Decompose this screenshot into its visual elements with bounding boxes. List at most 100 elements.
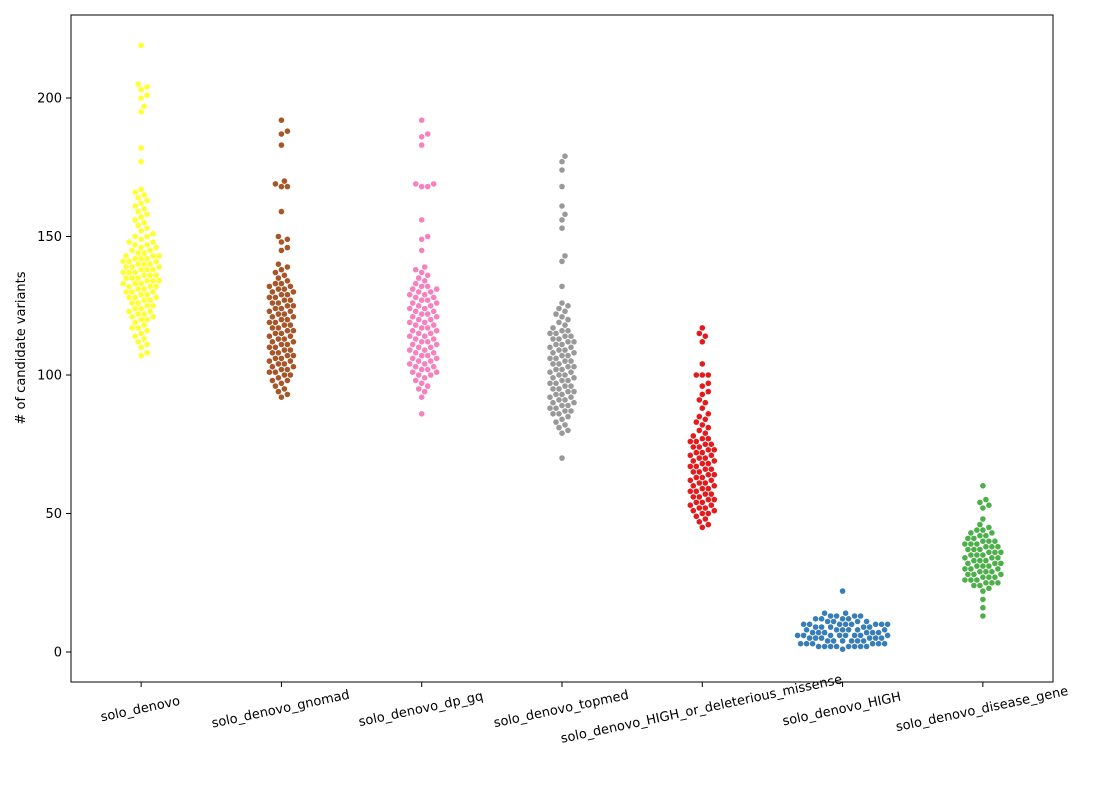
data-point [132,217,138,223]
data-point [138,145,144,151]
data-point [266,294,273,301]
data-point [418,366,425,373]
data-point [141,322,147,328]
data-point [857,613,864,619]
data-point [278,316,285,323]
data-point [132,269,138,276]
data-point [971,582,977,589]
data-point [284,291,291,298]
data-point [550,325,556,331]
data-point [412,280,419,287]
data-point [818,624,825,630]
data-point [153,244,159,251]
data-point [147,297,153,304]
data-point [412,363,419,370]
data-point [980,516,986,522]
data-point [275,325,282,331]
data-point [144,255,150,262]
data-point [977,499,983,506]
data-point [418,380,425,387]
data-point [424,339,431,345]
data-point [150,303,156,309]
data-point [968,552,974,558]
data-point [968,566,974,572]
x-tick-label: solo_denovo_disease_gene [895,684,1070,735]
data-point [153,283,159,290]
x-axis: solo_denovo solo_denovo_gnomad solo_denovo… [99,672,1069,746]
data-point [974,541,980,547]
data-point [968,541,974,547]
data-point [412,336,419,342]
data-point [568,394,574,401]
data-point [986,524,992,531]
data-point [998,560,1004,567]
data-point [842,621,849,628]
data-point [132,294,138,301]
data-point [287,333,294,340]
data-point [418,339,425,345]
data-point [278,394,285,401]
data-point [839,627,846,633]
data-point [565,377,571,384]
data-point [281,361,288,367]
data-point [699,460,706,467]
data-point [702,399,709,406]
data-point [848,638,855,644]
data-point [284,244,291,251]
data-point [556,424,562,431]
data-point [275,388,282,395]
data-point [132,203,138,209]
data-point [851,643,858,650]
data-point [806,635,813,641]
data-point [141,286,147,292]
data-point [135,222,141,229]
data-point [147,247,153,254]
data-point [965,535,971,542]
data-point [141,219,147,226]
data-point [690,458,697,464]
data-point [153,294,159,301]
data-point [974,577,980,583]
data-point [842,610,849,616]
data-point [415,289,422,295]
data-point [696,444,703,450]
data-point [138,109,144,115]
data-point [980,574,986,580]
data-point [845,616,852,622]
data-point [553,380,559,387]
data-point [881,640,888,647]
data-point [415,316,422,323]
data-point [983,496,989,503]
data-point [138,344,144,351]
data-point [992,574,998,580]
data-point [412,350,419,356]
data-point [845,627,852,633]
data-point [986,574,992,580]
data-point [415,372,422,378]
data-point [129,314,135,320]
data-point [284,128,291,134]
data-point [699,524,706,531]
data-point [702,480,709,486]
data-point [415,344,422,351]
data-point [690,433,697,439]
data-point [144,291,150,298]
data-point [998,549,1004,556]
data-point [977,521,983,528]
data-point [406,361,413,367]
data-point [562,333,568,340]
data-point [986,549,992,556]
data-point [995,555,1001,561]
data-point [687,488,694,495]
data-point [275,336,282,342]
data-point [562,322,568,328]
data-point [284,316,291,323]
data-point [821,629,828,636]
data-point [824,638,831,644]
data-point [138,244,144,251]
data-point [559,341,565,348]
data-point [690,444,697,450]
data-point [571,375,577,381]
data-point [424,297,431,304]
data-point [406,347,413,353]
